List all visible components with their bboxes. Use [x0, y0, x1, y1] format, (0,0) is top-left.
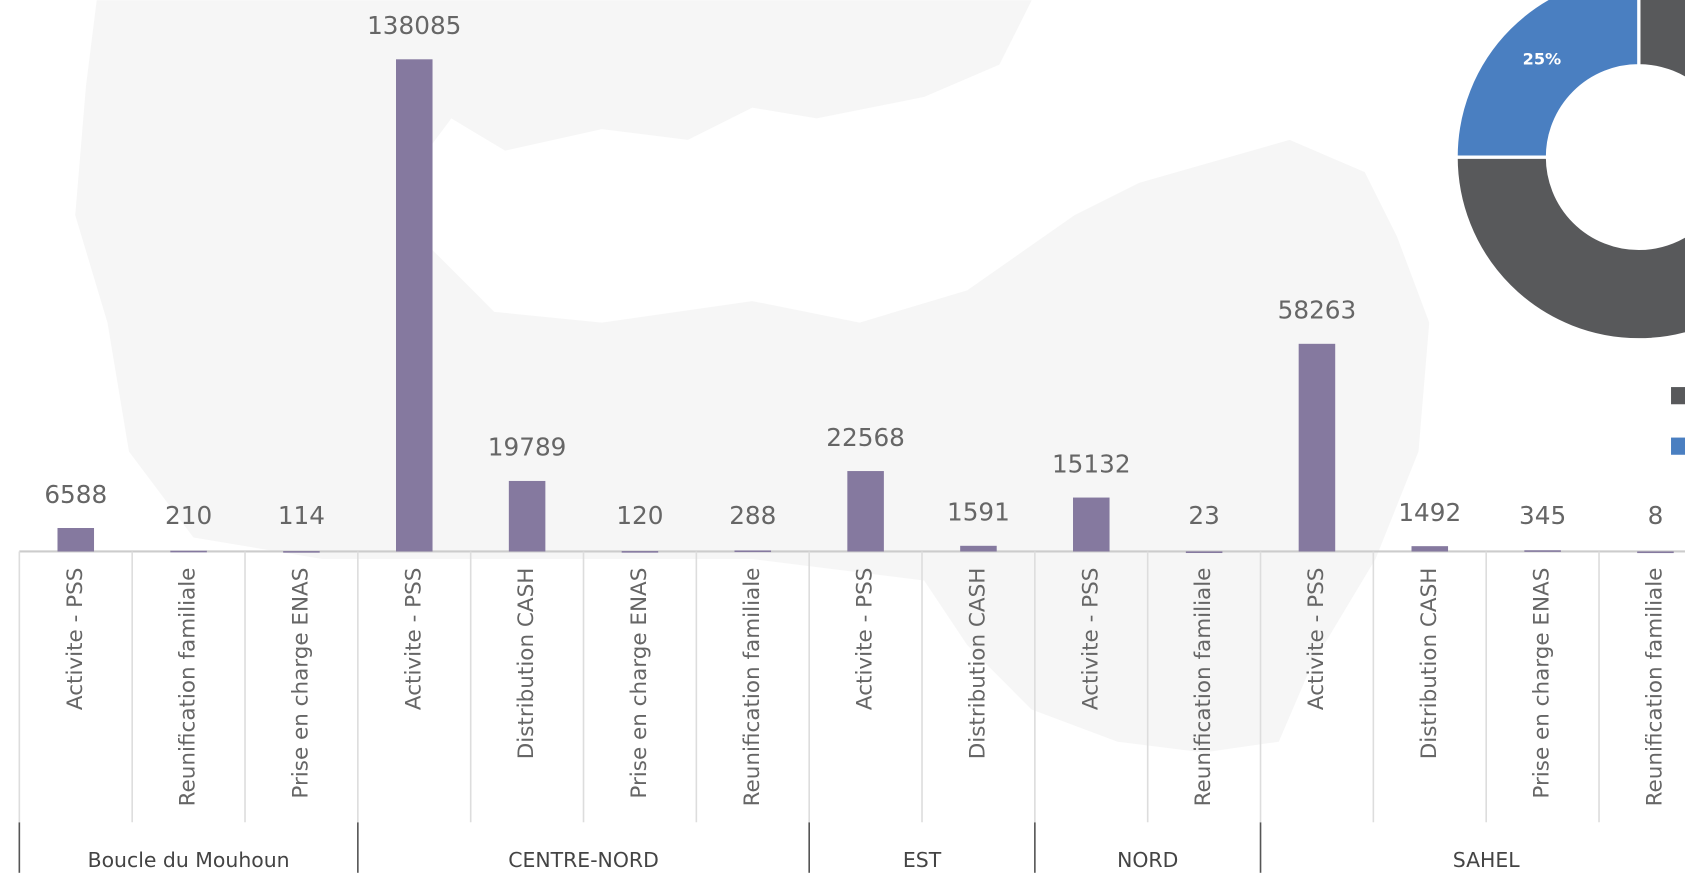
value-label: 114 — [278, 501, 325, 530]
bar — [508, 480, 546, 552]
value-label: 345 — [1519, 501, 1566, 530]
group-label: Boucle du Mouhoun — [88, 848, 290, 872]
value-label: 1492 — [1398, 498, 1461, 527]
category-label: Distribution CASH — [1417, 568, 1442, 760]
value-label: 19789 — [488, 433, 567, 462]
category-label: Distribution CASH — [514, 568, 539, 760]
group-label: CENTRE-NORD — [508, 848, 659, 872]
category-label: Prise en charge ENAS — [627, 568, 652, 799]
bar — [734, 550, 772, 553]
category-label: Activite - PSS — [1304, 568, 1329, 711]
donut-slice — [1454, 0, 1685, 342]
category-label: Activite - PSS — [1078, 568, 1103, 711]
value-label: 8 — [1648, 501, 1664, 530]
category-label: Reunification familiale — [1642, 568, 1667, 807]
bar — [170, 550, 207, 553]
value-label: 15132 — [1052, 449, 1131, 478]
group-label: NORD — [1117, 848, 1178, 872]
donut-slice — [1454, 0, 1641, 159]
bar — [621, 551, 659, 553]
bar — [1637, 551, 1674, 554]
value-label: 1591 — [947, 498, 1010, 527]
category-label: Reunification familiale — [176, 568, 201, 807]
value-label: 58263 — [1278, 296, 1357, 325]
bar — [1524, 550, 1561, 552]
slice-label: 25% — [1523, 50, 1562, 69]
group-label: SAHEL — [1453, 848, 1521, 872]
category-label: Reunification familiale — [1191, 568, 1216, 807]
bar — [395, 59, 433, 552]
bar — [1073, 497, 1110, 552]
value-label: 210 — [165, 501, 212, 530]
category-label: Prise en charge ENAS — [1530, 568, 1555, 799]
category-label: Distribution CASH — [965, 568, 990, 760]
value-label: 120 — [616, 501, 663, 530]
value-label: 288 — [729, 501, 776, 530]
value-label: 23 — [1188, 501, 1219, 530]
bar — [960, 545, 997, 552]
group-label: EST — [903, 848, 942, 872]
bar — [57, 528, 95, 552]
category-label: Reunification familiale — [740, 568, 765, 807]
category-label: Activite - PSS — [401, 568, 426, 711]
value-label: 138085 — [367, 11, 461, 40]
value-label: 6588 — [44, 480, 107, 509]
bar — [1185, 551, 1223, 554]
category-label: Activite - PSS — [63, 568, 88, 711]
category-label: Activite - PSS — [853, 568, 878, 711]
bar — [1411, 546, 1449, 552]
bar — [1298, 343, 1336, 552]
category-label: Prise en charge ENAS — [288, 568, 313, 799]
legend-swatch — [1671, 387, 1685, 405]
bar — [847, 471, 884, 552]
legend-swatch — [1671, 437, 1685, 455]
bar — [283, 551, 320, 553]
value-label: 22568 — [826, 423, 905, 452]
